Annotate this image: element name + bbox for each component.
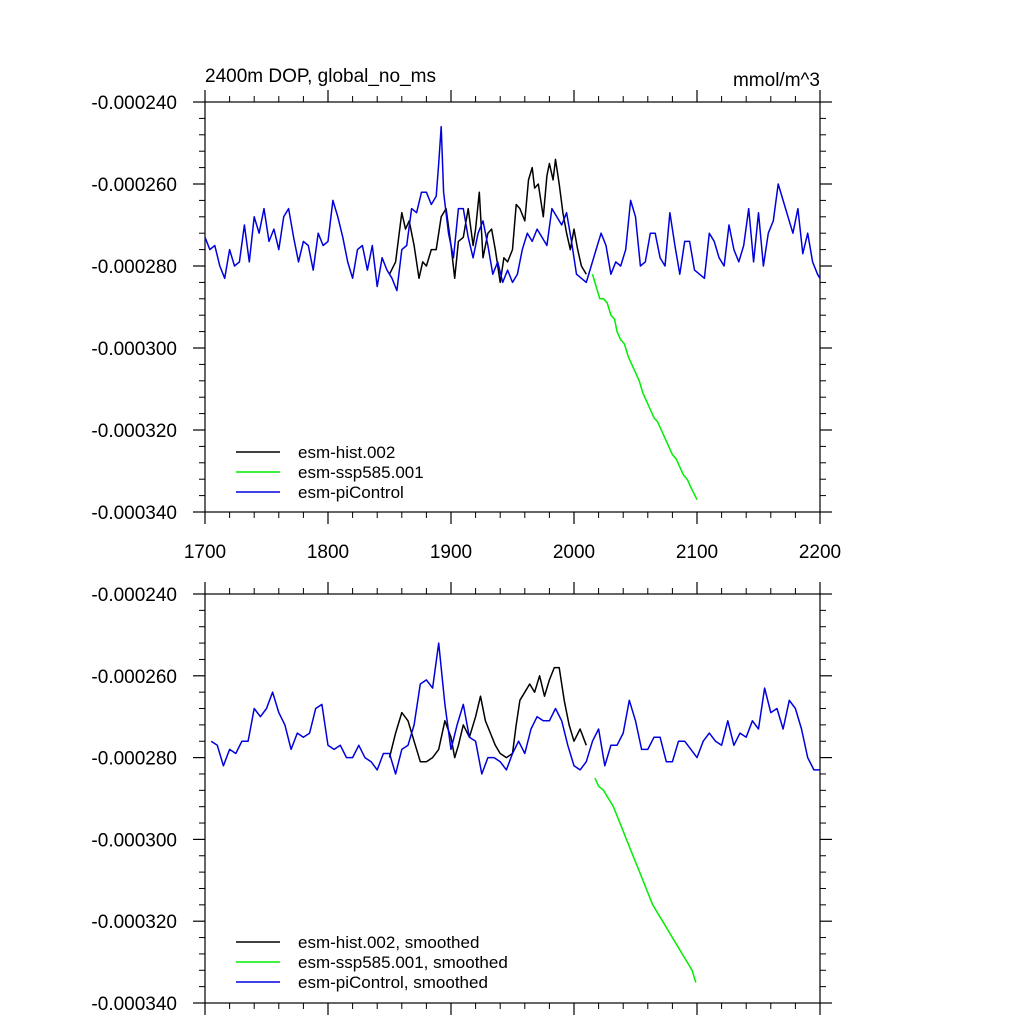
y-tick-label: -0.000240 xyxy=(91,93,177,114)
y-tick-label: -0.000340 xyxy=(91,503,177,524)
series-line-1 xyxy=(388,158,587,284)
series-line-3 xyxy=(204,125,821,292)
y-tick-label: -0.000280 xyxy=(91,749,177,770)
x-tick-label: 1900 xyxy=(430,542,472,563)
y-tick-label: -0.000280 xyxy=(91,257,177,278)
plot-frame xyxy=(204,101,821,513)
bottom-panel: -0.000240 -0.000260 -0.000280 -0.000300 -0.0… xyxy=(91,582,832,1015)
x-tick-label: 2100 xyxy=(676,542,718,563)
legend-label: esm-piControl xyxy=(298,483,404,502)
top-panel: -0.000240 -0.000260 -0.000280 -0.000300 -0.0… xyxy=(91,90,841,563)
series-line-3 xyxy=(210,642,820,775)
x-tick-label: 2200 xyxy=(799,542,841,563)
series-line-1 xyxy=(388,666,588,763)
y-tick-label: -0.000260 xyxy=(91,175,177,196)
legend-label: esm-piControl, smoothed xyxy=(298,973,488,992)
x-tick-label: 1800 xyxy=(307,542,349,563)
legend-label: esm-hist.002, smoothed xyxy=(298,933,479,952)
x-tick-label: 2000 xyxy=(553,542,595,563)
y-tick-label: -0.000240 xyxy=(91,585,177,606)
y-tick-label: -0.000340 xyxy=(91,994,177,1015)
y-tick-label: -0.000320 xyxy=(91,912,177,933)
y-tick-label: -0.000300 xyxy=(91,830,177,851)
units-label: mmol/m^3 xyxy=(733,70,820,91)
plot-frame xyxy=(204,593,821,1004)
chart-title: 2400m DOP, global_no_ms xyxy=(205,66,436,87)
y-tick-label: -0.000300 xyxy=(91,339,177,360)
series-line-2 xyxy=(594,777,697,983)
x-tick-label: 1700 xyxy=(184,542,226,563)
legend-label: esm-hist.002 xyxy=(298,443,395,462)
legend-label: esm-ssp585.001, smoothed xyxy=(298,953,508,972)
y-tick-label: -0.000260 xyxy=(91,667,177,688)
series-line-2 xyxy=(591,273,698,501)
y-tick-label: -0.000320 xyxy=(91,421,177,442)
legend-label: esm-ssp585.001 xyxy=(298,463,424,482)
